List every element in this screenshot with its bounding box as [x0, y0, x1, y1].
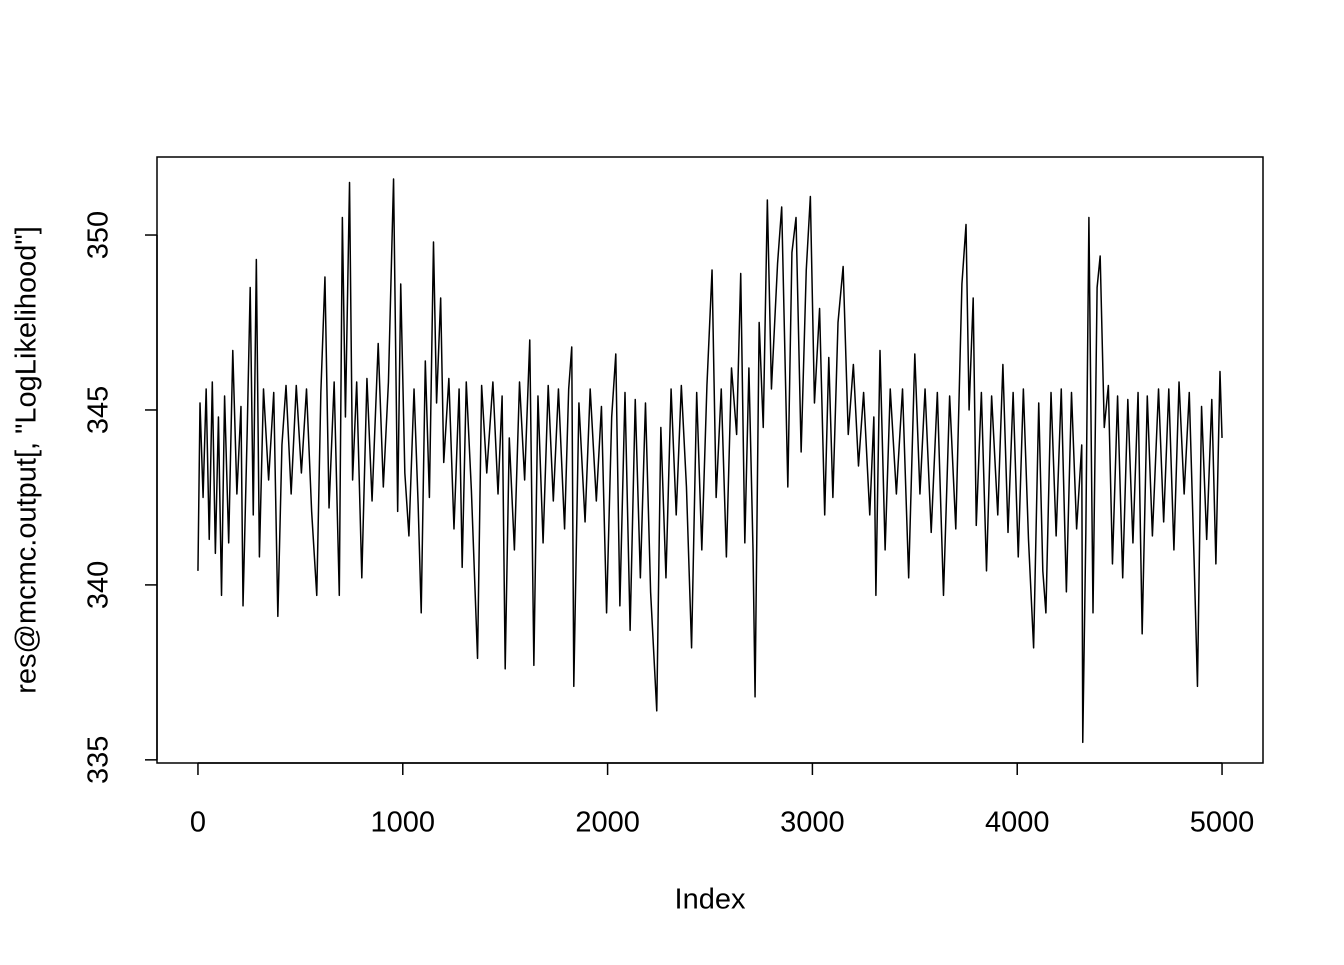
y-tick-label: 350	[83, 211, 115, 259]
x-axis-label: Index	[675, 884, 746, 916]
trace-line	[197, 178, 1223, 744]
x-tick-label: 2000	[575, 807, 640, 839]
x-tick-label: 0	[190, 807, 206, 839]
y-tick-label: 340	[83, 561, 115, 609]
x-tick-label: 1000	[371, 807, 436, 839]
y-tick-label: 345	[83, 386, 115, 434]
y-axis-label: res@mcmc.output[, "LogLikelihood"]	[11, 226, 43, 694]
x-tick-label: 4000	[985, 807, 1050, 839]
x-tick-label: 5000	[1190, 807, 1255, 839]
plot-box	[156, 156, 1264, 764]
y-tick-label: 335	[83, 736, 115, 784]
x-tick-label: 3000	[780, 807, 845, 839]
